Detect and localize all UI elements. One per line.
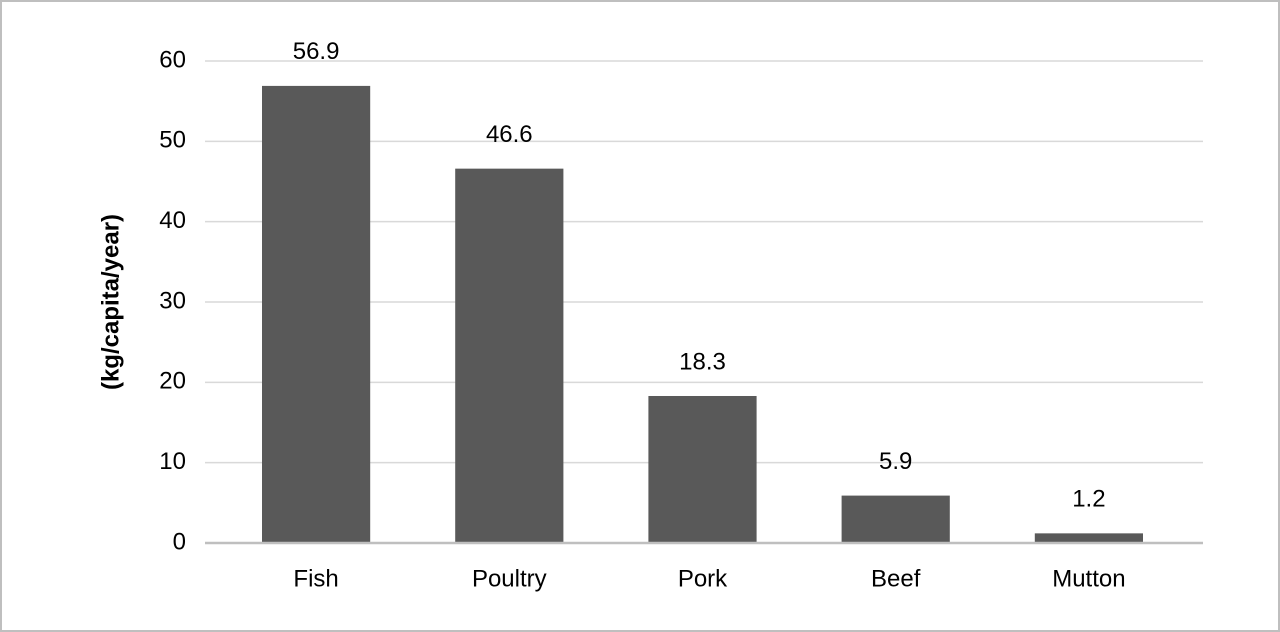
bar <box>1034 533 1143 543</box>
y-tick-label: 20 <box>159 368 186 395</box>
bar <box>262 85 371 544</box>
value-label: 5.9 <box>879 448 912 475</box>
x-tick-label: Beef <box>871 565 921 592</box>
value-label: 56.9 <box>293 38 340 65</box>
bar <box>841 495 950 543</box>
y-tick-label: 60 <box>159 46 186 73</box>
value-label: 1.2 <box>1072 486 1105 513</box>
y-tick-label: 0 <box>173 528 186 555</box>
y-tick-label: 50 <box>159 127 186 154</box>
x-tick-label: Mutton <box>1052 565 1125 592</box>
x-tick-label: Poultry <box>472 565 547 592</box>
value-label: 46.6 <box>486 121 533 148</box>
y-tick-label: 40 <box>159 207 186 234</box>
bar <box>648 395 757 543</box>
y-tick-label: 10 <box>159 448 186 475</box>
value-label: 18.3 <box>679 348 726 375</box>
bar <box>455 168 564 543</box>
x-tick-label: Pork <box>678 565 728 592</box>
y-tick-label: 30 <box>159 287 186 314</box>
x-tick-label: Fish <box>293 565 338 592</box>
y-axis-title: (kg/capita/year) <box>97 214 124 390</box>
